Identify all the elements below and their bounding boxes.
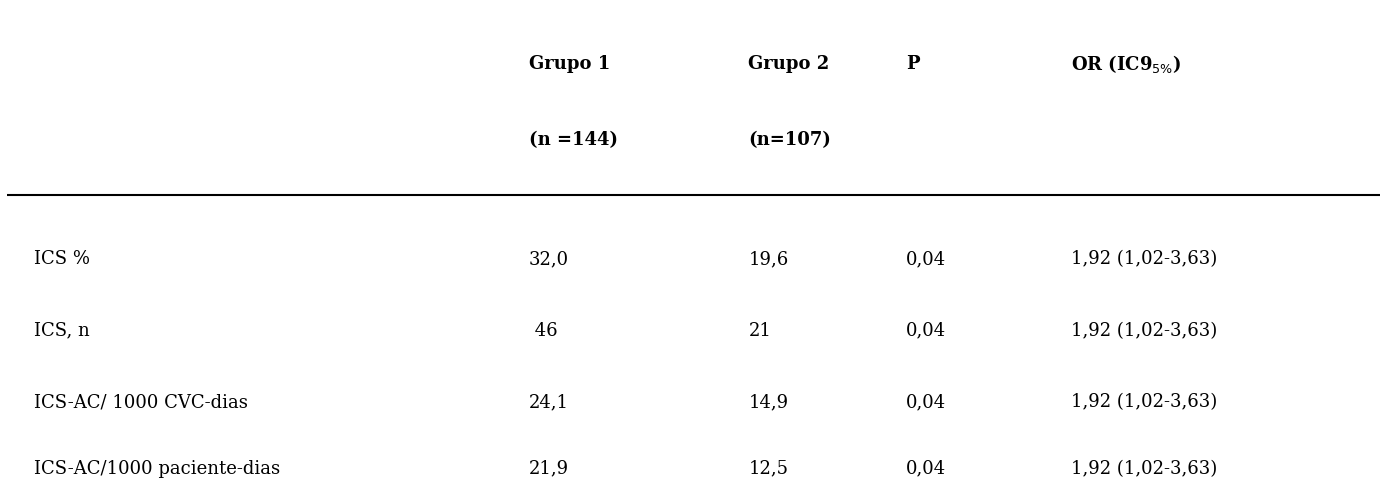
Text: OR (IC9$_{5\%}$): OR (IC9$_{5\%}$) (1071, 53, 1182, 75)
Text: 0,04: 0,04 (906, 393, 946, 411)
Text: 12,5: 12,5 (749, 460, 788, 478)
Text: 32,0: 32,0 (528, 250, 569, 269)
Text: 1,92 (1,02-3,63): 1,92 (1,02-3,63) (1071, 460, 1218, 478)
Text: 0,04: 0,04 (906, 460, 946, 478)
Text: Grupo 1: Grupo 1 (528, 55, 610, 73)
Text: 24,1: 24,1 (528, 393, 569, 411)
Text: ICS %: ICS % (35, 250, 90, 269)
Text: (n=107): (n=107) (749, 131, 831, 149)
Text: ICS-AC/ 1000 CVC-dias: ICS-AC/ 1000 CVC-dias (35, 393, 248, 411)
Text: 21,9: 21,9 (528, 460, 569, 478)
Text: 46: 46 (528, 322, 558, 340)
Text: ICS, n: ICS, n (35, 322, 90, 340)
Text: P: P (906, 55, 920, 73)
Text: (n =144): (n =144) (528, 131, 617, 149)
Text: 19,6: 19,6 (749, 250, 789, 269)
Text: 1,92 (1,02-3,63): 1,92 (1,02-3,63) (1071, 393, 1218, 411)
Text: 14,9: 14,9 (749, 393, 789, 411)
Text: 0,04: 0,04 (906, 322, 946, 340)
Text: 0,04: 0,04 (906, 250, 946, 269)
Text: 1,92 (1,02-3,63): 1,92 (1,02-3,63) (1071, 250, 1218, 269)
Text: ICS-AC/1000 paciente-dias: ICS-AC/1000 paciente-dias (35, 460, 280, 478)
Text: Grupo 2: Grupo 2 (749, 55, 829, 73)
Text: 1,92 (1,02-3,63): 1,92 (1,02-3,63) (1071, 322, 1218, 340)
Text: 21: 21 (749, 322, 771, 340)
